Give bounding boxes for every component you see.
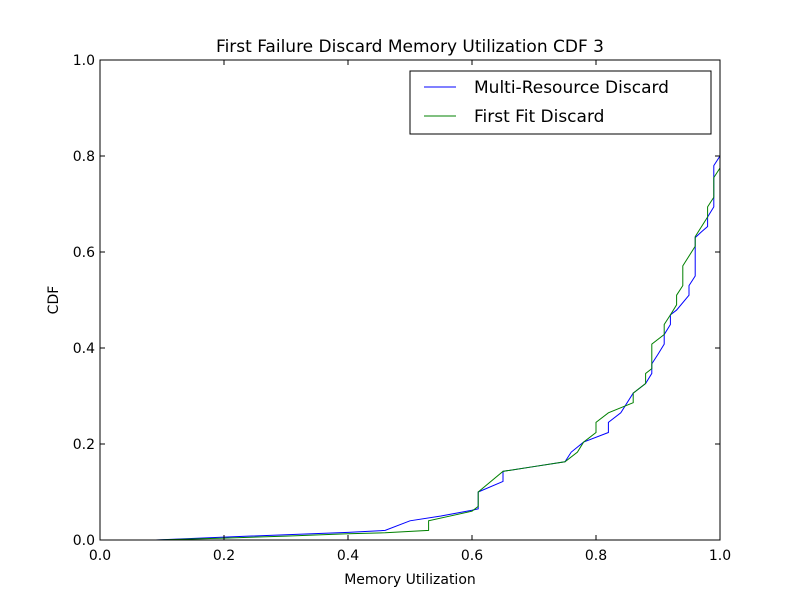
series-line-1 [155, 60, 721, 541]
legend-label-0: Multi-Resource Discard [474, 78, 669, 98]
x-tick-label: 0.4 [337, 548, 359, 564]
y-axis-label: CDF [46, 286, 62, 315]
x-axis-label: Memory Utilization [344, 572, 476, 588]
y-tick-label: 0.4 [73, 341, 95, 357]
y-tick-label: 0.8 [73, 149, 95, 165]
legend-label-1: First Fit Discard [474, 107, 604, 127]
legend: Multi-Resource Discard First Fit Discard [409, 70, 712, 135]
x-tick-label: 0.6 [461, 548, 483, 564]
y-tick-label: 0.0 [73, 533, 95, 549]
legend-box [409, 70, 712, 135]
x-tick-label: 1.0 [709, 548, 731, 564]
chart-title: First Failure Discard Memory Utilization… [216, 37, 604, 57]
y-tick-label: 0.2 [73, 437, 95, 453]
y-tick-label: 0.6 [73, 245, 95, 261]
x-tick-label: 0.8 [585, 548, 607, 564]
x-tick-label: 0.0 [89, 548, 111, 564]
x-tick-label: 0.2 [213, 548, 235, 564]
axis-ticks: 0.0 0.2 0.4 0.6 0.8 1.0 0.0 0.2 0.4 0.6 0.8 1.0 [73, 53, 731, 564]
plot-frame [99, 59, 721, 541]
plot-area [155, 60, 721, 541]
y-tick-label: 1.0 [73, 53, 95, 69]
